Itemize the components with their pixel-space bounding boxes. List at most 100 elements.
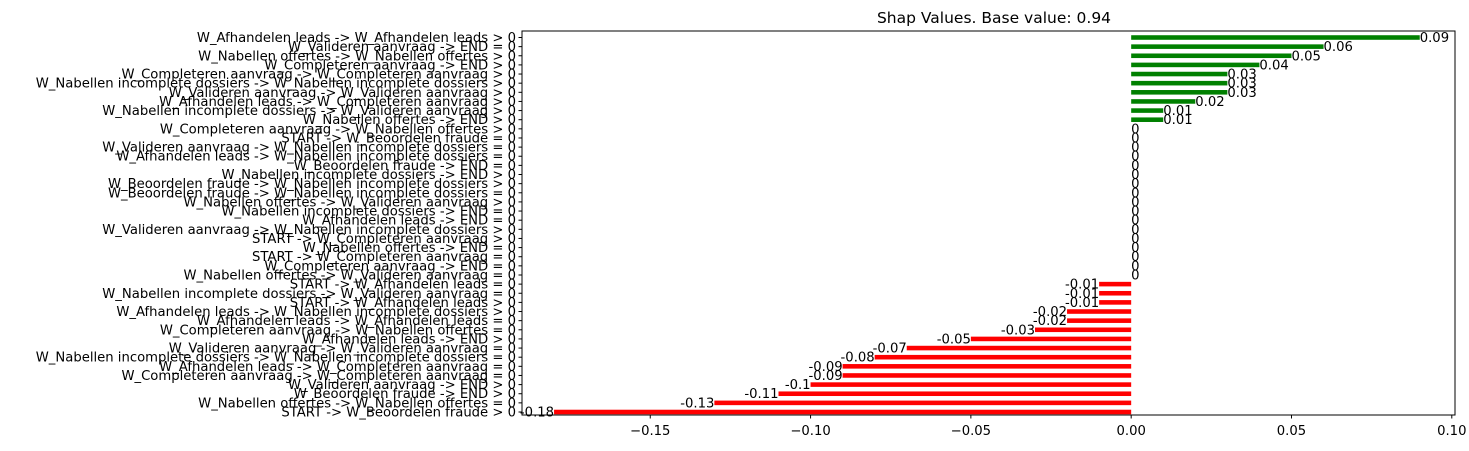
y-tick-label: W_Nabellen offertes -> W_Valideren aanvr… bbox=[183, 268, 516, 283]
value-label: -0.13 bbox=[680, 396, 714, 411]
value-label: 0 bbox=[1131, 177, 1139, 192]
y-tick-label: START -> W_Beoordelen fraude > 0 bbox=[281, 406, 516, 421]
y-tick-label: W_Completeren aanvraag -> END = 0 bbox=[264, 259, 516, 274]
value-label: -0.01 bbox=[1065, 278, 1099, 293]
bar bbox=[842, 373, 1132, 378]
bar bbox=[810, 382, 1132, 387]
y-tick-label: W_Valideren aanvraag -> W_Valideren aanv… bbox=[169, 342, 516, 357]
value-label: -0.18 bbox=[520, 406, 554, 421]
y-tick-label: W_Afhandelen leads -> W_Nabellen incompl… bbox=[116, 305, 516, 320]
bar bbox=[1099, 290, 1132, 296]
bar bbox=[554, 409, 1132, 415]
y-tick-label: W_Completeren aanvraag -> W_Completeren … bbox=[121, 369, 516, 384]
y-tick-label: W_Beoordelen fraude -> END = 0 bbox=[294, 159, 516, 174]
bars-group bbox=[554, 35, 1420, 415]
bar bbox=[1131, 108, 1164, 113]
value-label: -0.07 bbox=[873, 342, 907, 357]
y-tick-label: START -> W_Afhandelen leads > 0 bbox=[290, 296, 516, 311]
value-label: 0.01 bbox=[1163, 104, 1192, 119]
y-tick-label: W_Nabellen offertes -> END = 0 bbox=[303, 241, 516, 256]
bar bbox=[1131, 117, 1164, 122]
y-tick-label: W_Nabellen incomplete dossiers -> W_Nabe… bbox=[36, 77, 516, 92]
x-tick-label: 0.05 bbox=[1277, 424, 1306, 439]
value-label: 0 bbox=[1131, 259, 1139, 274]
value-label: -0.05 bbox=[937, 332, 971, 347]
value-label: 0 bbox=[1131, 150, 1139, 165]
bar bbox=[842, 364, 1132, 369]
bar bbox=[906, 345, 1132, 351]
value-label: 0.03 bbox=[1227, 68, 1256, 83]
value-label: 0.03 bbox=[1227, 77, 1256, 92]
y-axis-labels-group: W_Afhandelen leads -> W_Afhandelen leads… bbox=[36, 31, 522, 421]
value-label: 0 bbox=[1131, 250, 1139, 265]
bar bbox=[1131, 53, 1292, 59]
value-label: -0.02 bbox=[1033, 314, 1067, 329]
value-label: 0 bbox=[1131, 141, 1139, 156]
value-label: -0.09 bbox=[808, 360, 842, 375]
y-tick-label: W_Afhandelen leads -> W_Completeren aanv… bbox=[159, 360, 516, 375]
bar bbox=[970, 336, 1132, 342]
value-label: 0.02 bbox=[1195, 95, 1224, 110]
y-tick-label: W_Completeren aanvraag -> W_Nabellen off… bbox=[160, 122, 516, 137]
x-tick-label: −0.15 bbox=[630, 424, 670, 439]
value-label: 0.05 bbox=[1291, 49, 1320, 64]
y-tick-label: W_Valideren aanvraag -> END = 0 bbox=[288, 40, 516, 55]
y-tick-label: W_Nabellen offertes -> END > 0 bbox=[303, 113, 516, 128]
x-tick-label: 0.10 bbox=[1437, 424, 1466, 439]
y-tick-label: W_Valideren aanvraag -> W_Nabellen incom… bbox=[102, 223, 516, 238]
bar bbox=[1099, 300, 1132, 305]
y-tick-label: W_Valideren aanvraag -> W_Nabellen incom… bbox=[102, 141, 516, 156]
y-tick-label: W_Valideren aanvraag -> END > 0 bbox=[288, 378, 516, 393]
x-tick-label: −0.10 bbox=[790, 424, 830, 439]
bar bbox=[1131, 71, 1228, 77]
value-label: 0 bbox=[1131, 168, 1139, 183]
value-label: -0.09 bbox=[808, 369, 842, 384]
y-tick-label: W_Valideren aanvraag -> W_Valideren aanv… bbox=[169, 86, 516, 101]
bar bbox=[1067, 309, 1132, 314]
y-tick-label: W_Nabellen offertes -> W_Nabellen offert… bbox=[198, 49, 516, 64]
y-tick-label: W_Afhandelen leads -> W_Afhandelen leads… bbox=[197, 31, 516, 46]
value-label: 0.01 bbox=[1163, 113, 1192, 128]
y-tick-label: W_Nabellen offertes -> W_Nabellen offert… bbox=[198, 396, 516, 411]
chart-title: Shap Values. Base value: 0.94 bbox=[877, 9, 1111, 27]
y-tick-label: W_Afhandelen leads -> W_Nabellen incompl… bbox=[116, 150, 516, 165]
y-tick-label: W_Nabellen offertes -> W_Valideren aanvr… bbox=[183, 195, 516, 210]
value-label: 0 bbox=[1131, 223, 1139, 238]
value-label: 0 bbox=[1131, 241, 1139, 256]
value-label: -0.03 bbox=[1001, 323, 1035, 338]
bar bbox=[1131, 80, 1228, 86]
y-tick-label: W_Completeren aanvraag -> W_Nabellen off… bbox=[160, 323, 516, 338]
y-tick-label: W_Nabellen incomplete dossiers -> W_Vali… bbox=[102, 287, 516, 302]
y-tick-label: W_Afhandelen leads -> END > 0 bbox=[302, 332, 516, 347]
y-tick-label: W_Afhandelen leads -> W_Completeren aanv… bbox=[159, 95, 516, 110]
y-tick-label: START -> W_Completeren aanvraag > 0 bbox=[252, 232, 516, 247]
y-tick-label: W_Nabellen incomplete dossiers -> W_Vali… bbox=[102, 104, 516, 119]
plot-frame bbox=[521, 30, 1456, 416]
y-tick-label: START -> W_Completeren aanvraag = 0 bbox=[252, 250, 516, 265]
value-label: -0.1 bbox=[785, 378, 811, 393]
value-label: 0 bbox=[1131, 131, 1139, 146]
bar bbox=[1099, 281, 1132, 287]
y-tick-label: W_Afhandelen leads -> W_Afhandelen leads… bbox=[197, 314, 516, 329]
bar bbox=[1067, 318, 1132, 323]
value-label: 0 bbox=[1131, 232, 1139, 247]
value-label: 0.09 bbox=[1420, 31, 1449, 46]
value-label: 0 bbox=[1131, 195, 1139, 210]
x-axis: −0.15 −0.10 −0.05 0.00 0.05 0.10 bbox=[630, 415, 1466, 439]
x-tick-label: −0.05 bbox=[951, 424, 991, 439]
value-label: 0 bbox=[1131, 122, 1139, 137]
y-tick-label: START -> W_Afhandelen leads = 0 bbox=[290, 278, 516, 293]
y-tick-label: W_Beoordelen fraude -> W_Nabellen incomp… bbox=[108, 177, 516, 192]
value-label: 0.04 bbox=[1259, 58, 1288, 73]
y-tick-label: W_Completeren aanvraag -> END > 0 bbox=[264, 58, 516, 73]
bar bbox=[1131, 90, 1228, 95]
value-label: -0.08 bbox=[841, 351, 875, 366]
y-tick-label: W_Beoordelen fraude -> W_Nabellen incomp… bbox=[108, 186, 516, 201]
value-label: 0.06 bbox=[1324, 40, 1353, 55]
y-tick-label: W_Nabellen incomplete dossiers -> END = … bbox=[222, 205, 516, 220]
y-tick-label: W_Completeren aanvraag -> W_Completeren … bbox=[121, 68, 516, 83]
value-label: 0 bbox=[1131, 159, 1139, 174]
value-label: 0 bbox=[1131, 214, 1139, 229]
x-tick-label: 0.00 bbox=[1116, 424, 1145, 439]
y-tick-label: W_Nabellen incomplete dossiers -> END > … bbox=[222, 168, 516, 183]
